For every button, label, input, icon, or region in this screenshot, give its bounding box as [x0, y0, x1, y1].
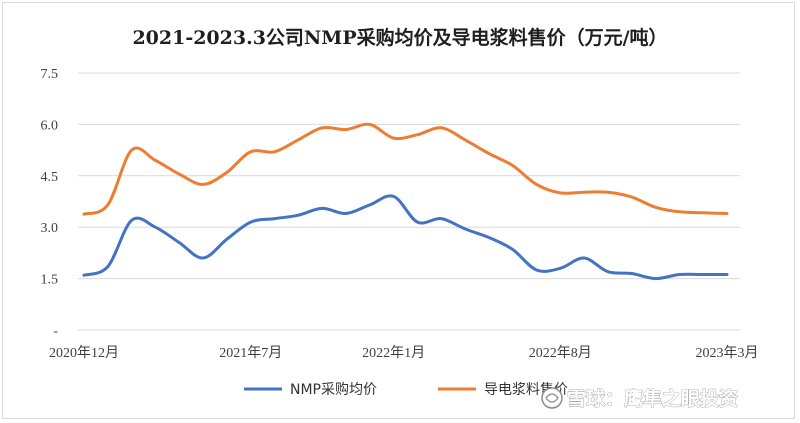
chart-title: 2021-2023.3公司NMP采购均价及导电浆料售价（万元/吨） — [132, 26, 667, 49]
y-tick-label: 6.0 — [41, 118, 59, 133]
x-axis: 2020年12月 2021年7月 2022年1月 2022年8月 2023年3月 — [49, 345, 759, 361]
watermark-text: 雪球：鹰隼之眼投资 — [567, 387, 738, 410]
watermark-swirl-icon — [545, 393, 559, 403]
x-tick-label: 2022年1月 — [362, 345, 425, 361]
legend: NMP采购均价 导电浆料售价 — [244, 382, 568, 398]
y-tick-label: - — [53, 324, 58, 339]
grid-lines — [78, 72, 740, 280]
y-tick-label: 7.5 — [41, 67, 59, 82]
chart-frame — [2, 2, 795, 419]
y-tick-label: 1.5 — [41, 273, 59, 288]
y-tick-label: 4.5 — [41, 170, 59, 185]
x-tick-label: 2021年7月 — [219, 345, 282, 361]
x-tick-label: 2022年8月 — [529, 345, 592, 361]
series-lines — [82, 122, 729, 281]
legend-label-nmp: NMP采购均价 — [290, 382, 377, 398]
y-axis: - 1.5 3.0 4.5 6.0 7.5 — [41, 67, 59, 339]
watermark: 雪球：鹰隼之眼投资 — [541, 387, 738, 410]
y-tick-label: 3.0 — [41, 221, 59, 236]
watermark-logo-icon — [541, 387, 563, 409]
x-tick-label: 2023年3月 — [696, 345, 759, 361]
x-tick-label: 2020年12月 — [49, 345, 119, 361]
series-line-nmp — [82, 194, 729, 281]
series-line-slurry — [82, 122, 729, 216]
